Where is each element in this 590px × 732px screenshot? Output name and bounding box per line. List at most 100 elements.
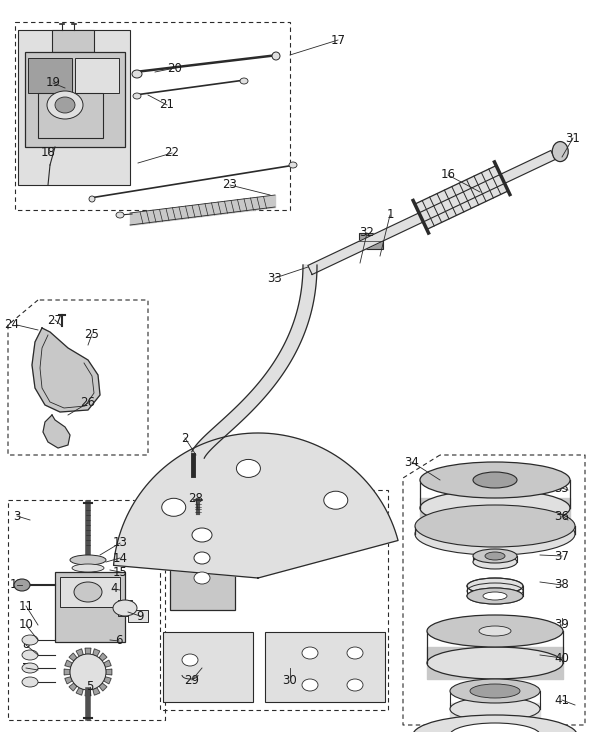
Polygon shape xyxy=(64,669,70,675)
Text: 10: 10 xyxy=(18,619,34,632)
Ellipse shape xyxy=(116,212,124,218)
Text: 39: 39 xyxy=(555,619,569,632)
Polygon shape xyxy=(99,683,107,691)
Bar xyxy=(18,30,130,185)
Ellipse shape xyxy=(132,70,142,78)
Bar xyxy=(60,577,120,607)
Ellipse shape xyxy=(485,552,505,560)
Ellipse shape xyxy=(289,162,297,168)
Polygon shape xyxy=(43,415,70,448)
Ellipse shape xyxy=(415,505,575,547)
Polygon shape xyxy=(76,687,83,695)
Ellipse shape xyxy=(420,462,570,498)
Ellipse shape xyxy=(182,654,198,666)
Polygon shape xyxy=(192,265,317,458)
Ellipse shape xyxy=(89,196,95,202)
Text: 8: 8 xyxy=(22,638,30,651)
Bar xyxy=(170,510,235,610)
Ellipse shape xyxy=(70,654,106,690)
Ellipse shape xyxy=(467,588,523,604)
Bar xyxy=(163,632,253,702)
Bar xyxy=(25,52,125,147)
Ellipse shape xyxy=(162,498,186,516)
Bar xyxy=(75,58,119,93)
Text: 12: 12 xyxy=(9,578,25,591)
Polygon shape xyxy=(99,653,107,661)
Text: 5: 5 xyxy=(86,681,94,693)
Text: 16: 16 xyxy=(441,168,455,182)
Ellipse shape xyxy=(14,579,30,591)
Text: 23: 23 xyxy=(222,179,237,192)
Text: 34: 34 xyxy=(405,455,419,468)
Ellipse shape xyxy=(70,555,106,565)
Bar xyxy=(15,22,290,210)
Polygon shape xyxy=(76,649,83,657)
Ellipse shape xyxy=(22,635,38,645)
Text: 36: 36 xyxy=(555,509,569,523)
Text: 32: 32 xyxy=(359,226,375,239)
Polygon shape xyxy=(93,649,100,657)
Text: 20: 20 xyxy=(168,61,182,75)
Bar xyxy=(55,572,125,642)
Ellipse shape xyxy=(240,78,248,84)
Text: 17: 17 xyxy=(330,34,346,47)
Ellipse shape xyxy=(427,647,563,679)
Text: 9: 9 xyxy=(136,610,144,622)
Text: 1: 1 xyxy=(386,209,394,222)
Ellipse shape xyxy=(272,52,280,60)
Polygon shape xyxy=(85,648,91,654)
Polygon shape xyxy=(65,660,73,667)
Ellipse shape xyxy=(237,460,260,477)
Ellipse shape xyxy=(483,592,507,600)
Ellipse shape xyxy=(194,552,210,564)
Ellipse shape xyxy=(470,684,520,698)
Ellipse shape xyxy=(473,549,517,563)
Bar xyxy=(28,58,72,93)
Bar xyxy=(234,463,263,474)
Bar xyxy=(52,30,94,52)
Text: 29: 29 xyxy=(185,673,199,687)
Ellipse shape xyxy=(415,513,575,555)
Ellipse shape xyxy=(450,679,540,703)
Text: 31: 31 xyxy=(566,132,581,144)
Ellipse shape xyxy=(133,93,141,99)
Text: 11: 11 xyxy=(18,600,34,613)
Polygon shape xyxy=(104,677,111,684)
Text: 2: 2 xyxy=(181,431,189,444)
Bar xyxy=(322,494,350,507)
Polygon shape xyxy=(308,151,555,274)
Ellipse shape xyxy=(194,572,210,584)
Bar xyxy=(160,501,188,513)
Text: 25: 25 xyxy=(84,327,100,340)
Ellipse shape xyxy=(74,582,102,602)
Ellipse shape xyxy=(347,679,363,691)
Text: 38: 38 xyxy=(555,578,569,591)
Ellipse shape xyxy=(473,472,517,488)
Text: 22: 22 xyxy=(165,146,179,160)
Text: 40: 40 xyxy=(555,651,569,665)
Text: 30: 30 xyxy=(283,673,297,687)
Ellipse shape xyxy=(302,647,318,659)
Text: 15: 15 xyxy=(113,566,127,578)
Polygon shape xyxy=(104,660,111,667)
Ellipse shape xyxy=(192,528,212,542)
Ellipse shape xyxy=(450,723,540,732)
Ellipse shape xyxy=(420,490,570,526)
Bar xyxy=(160,490,388,710)
Bar xyxy=(479,619,511,643)
Polygon shape xyxy=(106,669,112,675)
Ellipse shape xyxy=(324,491,348,509)
Text: 37: 37 xyxy=(555,550,569,562)
Text: 21: 21 xyxy=(159,99,175,111)
Polygon shape xyxy=(415,165,508,229)
Polygon shape xyxy=(113,433,398,578)
Bar xyxy=(265,632,385,702)
Text: 28: 28 xyxy=(189,493,204,506)
Text: 35: 35 xyxy=(555,482,569,495)
Polygon shape xyxy=(69,683,77,691)
Ellipse shape xyxy=(113,600,137,616)
Ellipse shape xyxy=(302,679,318,691)
Polygon shape xyxy=(65,677,73,684)
Text: 33: 33 xyxy=(268,272,283,285)
Bar xyxy=(8,500,165,720)
